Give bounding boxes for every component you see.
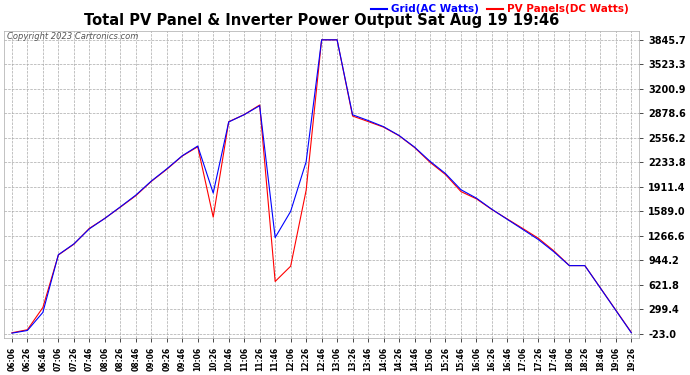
Title: Total PV Panel & Inverter Power Output Sat Aug 19 19:46: Total PV Panel & Inverter Power Output S… [84, 13, 559, 28]
Legend: Grid(AC Watts), PV Panels(DC Watts): Grid(AC Watts), PV Panels(DC Watts) [369, 2, 631, 16]
Text: Copyright 2023 Cartronics.com: Copyright 2023 Cartronics.com [7, 32, 138, 41]
